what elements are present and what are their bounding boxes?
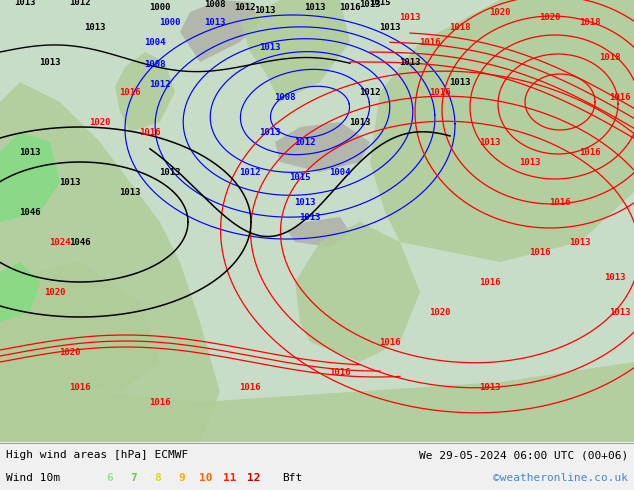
Text: 1008: 1008 [275,93,295,101]
Text: 1013: 1013 [399,57,421,67]
Polygon shape [0,132,60,222]
Text: We 29-05-2024 06:00 UTC (00+06): We 29-05-2024 06:00 UTC (00+06) [418,450,628,461]
Text: 1000: 1000 [159,18,181,26]
Text: 1013: 1013 [479,383,501,392]
Text: 1016: 1016 [549,197,571,206]
Text: 1013: 1013 [359,0,381,8]
Text: ©weatheronline.co.uk: ©weatheronline.co.uk [493,473,628,483]
Text: Wind 10m: Wind 10m [6,473,60,483]
Polygon shape [115,52,175,132]
Text: 1012: 1012 [294,138,316,147]
Text: 1018: 1018 [579,18,601,26]
Text: 12: 12 [247,473,261,483]
Text: Bft: Bft [282,473,302,483]
Text: 1016: 1016 [529,247,551,256]
Polygon shape [370,0,634,262]
Text: 1012: 1012 [239,168,261,176]
Text: 1004: 1004 [145,38,165,47]
Text: 1020: 1020 [429,308,451,317]
Text: 1012: 1012 [69,0,91,6]
Text: 1013: 1013 [119,188,141,196]
Text: 11: 11 [223,473,236,483]
Text: 6: 6 [107,473,113,483]
Text: 1013: 1013 [59,177,81,187]
Text: 1013: 1013 [569,238,591,246]
Text: 1012: 1012 [234,2,256,11]
Text: 1016: 1016 [339,2,361,11]
Text: 1016: 1016 [239,383,261,392]
Text: 1020: 1020 [89,118,111,126]
Text: 1024: 1024 [49,238,71,246]
Text: 1013: 1013 [259,127,281,137]
Text: 1016: 1016 [379,338,401,346]
Text: 1012: 1012 [359,88,381,97]
Text: 1004: 1004 [329,168,351,176]
Text: 1046: 1046 [19,207,41,217]
Text: 8: 8 [155,473,162,483]
Text: 1013: 1013 [299,213,321,221]
Text: 1016: 1016 [149,397,171,407]
Text: 1013: 1013 [259,43,281,51]
Text: 1013: 1013 [204,18,226,26]
Text: 1013: 1013 [304,2,326,11]
Polygon shape [0,82,220,442]
Polygon shape [180,0,260,62]
Text: 1016: 1016 [329,368,351,376]
Text: 9: 9 [179,473,185,483]
Polygon shape [0,362,634,442]
Polygon shape [295,222,420,362]
Text: 1013: 1013 [294,197,316,206]
Text: 1000: 1000 [149,2,171,11]
Text: 1046: 1046 [69,238,91,246]
Text: 1016: 1016 [119,88,141,97]
Polygon shape [288,217,350,247]
Text: 1018: 1018 [450,23,471,31]
Text: 7: 7 [131,473,138,483]
Text: 1015: 1015 [369,0,391,6]
Text: 10: 10 [199,473,213,483]
Text: 1016: 1016 [579,147,601,156]
Text: 1008: 1008 [145,59,165,69]
Text: 1013: 1013 [159,168,181,176]
Text: 1016: 1016 [429,88,451,97]
Text: 1013: 1013 [399,13,421,22]
Text: 1013: 1013 [604,272,626,281]
Text: 1016: 1016 [139,127,161,137]
Text: 1016: 1016 [479,277,501,287]
Text: 1013: 1013 [349,118,371,126]
Text: 1016: 1016 [69,383,91,392]
Text: 1020: 1020 [489,7,511,17]
Polygon shape [0,262,40,322]
Text: 1015: 1015 [289,172,311,181]
Text: 1012: 1012 [149,79,171,89]
Polygon shape [0,262,160,392]
Text: 1013: 1013 [609,308,631,317]
Text: 1013: 1013 [450,77,471,87]
Text: 1013: 1013 [254,5,276,15]
Text: 1013: 1013 [19,147,41,156]
Text: 1013: 1013 [479,138,501,147]
Text: 1018: 1018 [599,52,621,62]
Text: 1013: 1013 [14,0,36,6]
Text: 1008: 1008 [204,0,226,8]
Text: 1020: 1020 [59,347,81,357]
Text: 1013: 1013 [39,57,61,67]
Text: 1016: 1016 [609,93,631,101]
Text: 1013: 1013 [379,23,401,31]
Polygon shape [275,122,370,172]
Polygon shape [240,0,350,102]
Text: High wind areas [hPa] ECMWF: High wind areas [hPa] ECMWF [6,450,188,461]
Text: 1013: 1013 [84,23,106,31]
Text: 1016: 1016 [419,38,441,47]
Text: 1020: 1020 [540,13,560,22]
Text: 1020: 1020 [44,288,66,296]
Text: 1013: 1013 [519,157,541,167]
